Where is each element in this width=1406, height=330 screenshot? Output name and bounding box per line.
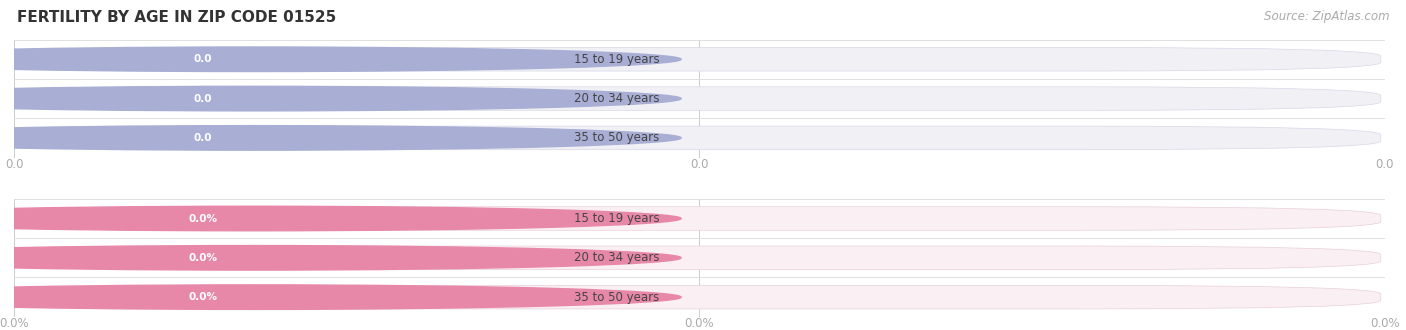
Text: Source: ZipAtlas.com: Source: ZipAtlas.com: [1264, 10, 1389, 23]
Text: 15 to 19 years: 15 to 19 years: [574, 212, 659, 225]
Circle shape: [0, 86, 681, 111]
FancyBboxPatch shape: [18, 48, 1381, 71]
Text: 0.0%: 0.0%: [1369, 317, 1400, 330]
Text: 0.0%: 0.0%: [188, 253, 218, 263]
Text: 20 to 34 years: 20 to 34 years: [574, 92, 659, 105]
Text: 35 to 50 years: 35 to 50 years: [574, 131, 659, 145]
Text: 0.0: 0.0: [194, 94, 212, 104]
Text: 0.0: 0.0: [1375, 157, 1395, 171]
FancyBboxPatch shape: [18, 126, 1381, 150]
Circle shape: [0, 206, 681, 231]
Circle shape: [0, 47, 681, 72]
FancyBboxPatch shape: [105, 210, 301, 227]
Text: 0.0: 0.0: [194, 133, 212, 143]
FancyBboxPatch shape: [105, 289, 301, 306]
Text: 0.0%: 0.0%: [0, 317, 30, 330]
Text: 0.0: 0.0: [194, 54, 212, 64]
Text: 0.0%: 0.0%: [188, 292, 218, 302]
FancyBboxPatch shape: [18, 246, 1381, 270]
FancyBboxPatch shape: [105, 51, 301, 68]
FancyBboxPatch shape: [18, 87, 1381, 110]
Text: 0.0%: 0.0%: [188, 214, 218, 223]
Text: 35 to 50 years: 35 to 50 years: [574, 291, 659, 304]
Circle shape: [0, 126, 681, 150]
Text: 0.0: 0.0: [690, 157, 709, 171]
Text: FERTILITY BY AGE IN ZIP CODE 01525: FERTILITY BY AGE IN ZIP CODE 01525: [17, 10, 336, 25]
Circle shape: [0, 246, 681, 270]
FancyBboxPatch shape: [105, 249, 301, 266]
Text: 20 to 34 years: 20 to 34 years: [574, 251, 659, 264]
FancyBboxPatch shape: [18, 285, 1381, 309]
Text: 0.0: 0.0: [4, 157, 24, 171]
FancyBboxPatch shape: [105, 90, 301, 107]
FancyBboxPatch shape: [18, 207, 1381, 230]
Text: 0.0%: 0.0%: [685, 317, 714, 330]
FancyBboxPatch shape: [105, 129, 301, 147]
Circle shape: [0, 285, 681, 310]
Text: 15 to 19 years: 15 to 19 years: [574, 53, 659, 66]
